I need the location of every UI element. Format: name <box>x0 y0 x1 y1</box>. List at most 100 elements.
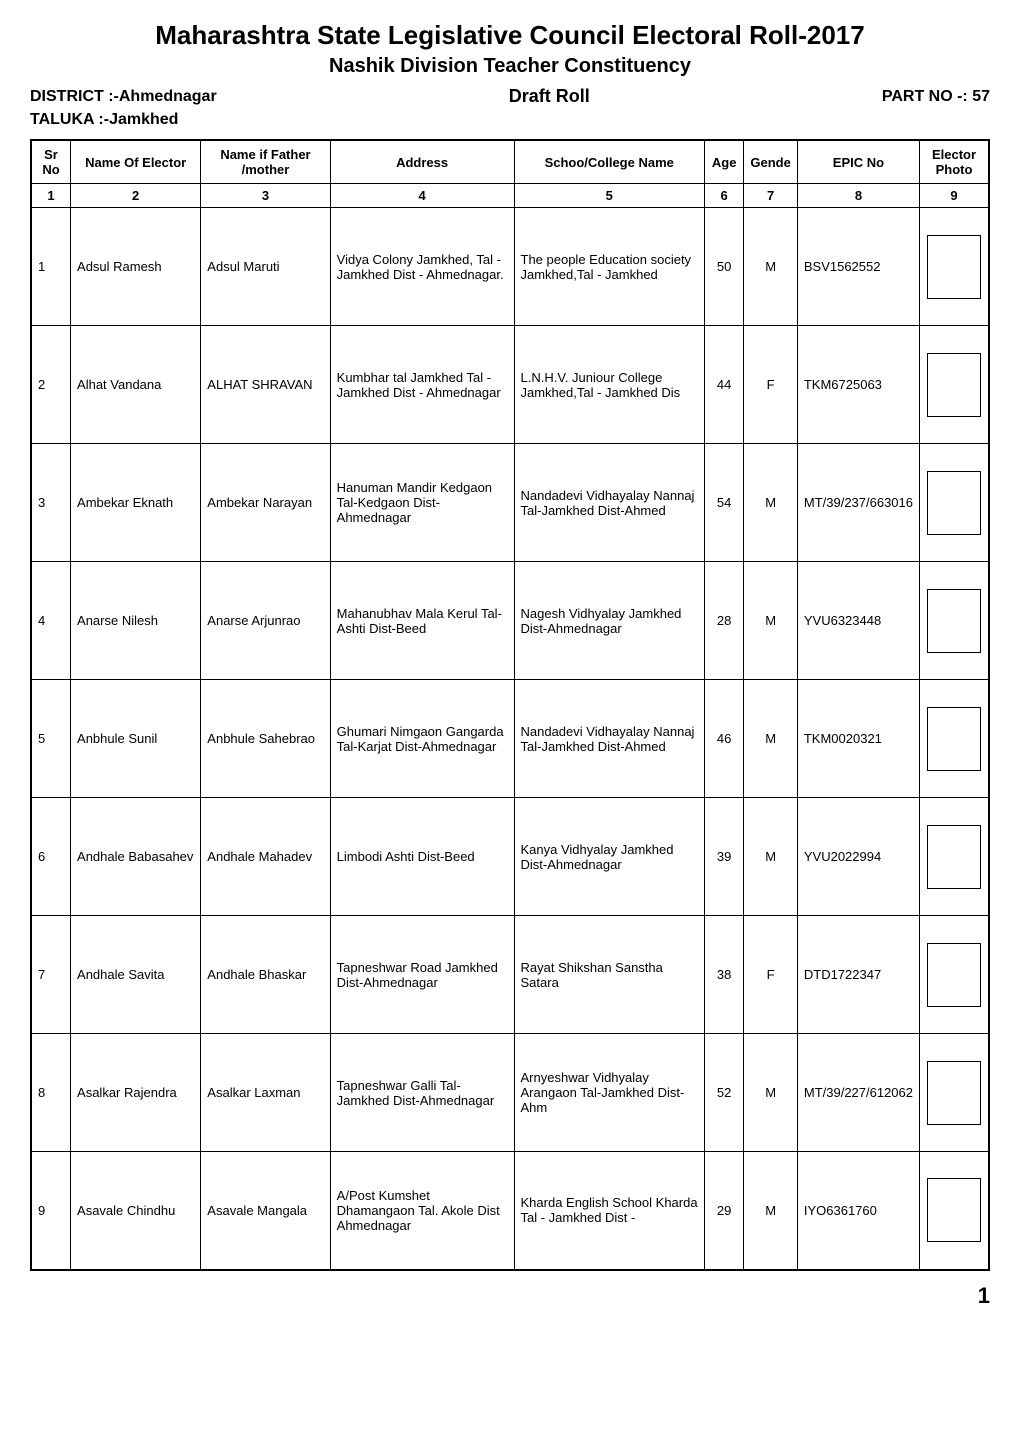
cell-gender: M <box>744 208 797 326</box>
cell-gender: M <box>744 444 797 562</box>
cell-school: Nandadevi Vidhayalay Nannaj Tal-Jamkhed … <box>514 444 704 562</box>
col-header-father: Name if Father /mother <box>201 140 330 184</box>
cell-age: 50 <box>704 208 743 326</box>
photo-placeholder <box>927 235 981 299</box>
photo-placeholder <box>927 943 981 1007</box>
cell-father: Asavale Mangala <box>201 1152 330 1270</box>
cell-father: Asalkar Laxman <box>201 1034 330 1152</box>
cell-srno: 8 <box>31 1034 71 1152</box>
cell-epic: YVU6323448 <box>797 562 919 680</box>
cell-gender: F <box>744 326 797 444</box>
cell-age: 38 <box>704 916 743 1034</box>
cell-gender: F <box>744 916 797 1034</box>
draft-roll-label: Draft Roll <box>217 86 882 107</box>
cell-name: Adsul Ramesh <box>71 208 201 326</box>
cell-school: L.N.H.V. Juniour College Jamkhed,Tal - J… <box>514 326 704 444</box>
photo-placeholder <box>927 589 981 653</box>
cell-name: Anbhule Sunil <box>71 680 201 798</box>
cell-school: Arnyeshwar Vidhyalay Arangaon Tal-Jamkhe… <box>514 1034 704 1152</box>
title-sub: Nashik Division Teacher Constituency <box>30 55 990 78</box>
cell-address: Tapneshwar Road Jamkhed Dist-Ahmednagar <box>330 916 514 1034</box>
col-header-name: Name Of Elector <box>71 140 201 184</box>
col-num-8: 8 <box>797 184 919 208</box>
cell-school: Kharda English School Kharda Tal - Jamkh… <box>514 1152 704 1270</box>
cell-school: Nandadevi Vidhayalay Nannaj Tal-Jamkhed … <box>514 680 704 798</box>
table-header-row: Sr No Name Of Elector Name if Father /mo… <box>31 140 989 184</box>
cell-epic: BSV1562552 <box>797 208 919 326</box>
cell-gender: M <box>744 680 797 798</box>
col-num-5: 5 <box>514 184 704 208</box>
cell-photo <box>920 798 990 916</box>
cell-age: 39 <box>704 798 743 916</box>
cell-address: A/Post Kumshet Dhamangaon Tal. Akole Dis… <box>330 1152 514 1270</box>
cell-srno: 4 <box>31 562 71 680</box>
cell-photo <box>920 1152 990 1270</box>
cell-epic: DTD1722347 <box>797 916 919 1034</box>
cell-address: Hanuman Mandir Kedgaon Tal-Kedgaon Dist-… <box>330 444 514 562</box>
cell-address: Kumbhar tal Jamkhed Tal - Jamkhed Dist -… <box>330 326 514 444</box>
cell-gender: M <box>744 1034 797 1152</box>
cell-photo <box>920 444 990 562</box>
col-header-epic: EPIC No <box>797 140 919 184</box>
cell-school: The people Education society Jamkhed,Tal… <box>514 208 704 326</box>
cell-photo <box>920 680 990 798</box>
col-num-3: 3 <box>201 184 330 208</box>
cell-srno: 9 <box>31 1152 71 1270</box>
col-num-2: 2 <box>71 184 201 208</box>
table-row: 5Anbhule SunilAnbhule SahebraoGhumari Ni… <box>31 680 989 798</box>
cell-father: Andhale Mahadev <box>201 798 330 916</box>
cell-address: Limbodi Ashti Dist-Beed <box>330 798 514 916</box>
photo-placeholder <box>927 707 981 771</box>
cell-age: 29 <box>704 1152 743 1270</box>
district-label: DISTRICT :-Ahmednagar <box>30 88 217 106</box>
photo-placeholder <box>927 353 981 417</box>
cell-srno: 1 <box>31 208 71 326</box>
electoral-roll-table: Sr No Name Of Elector Name if Father /mo… <box>30 139 990 1271</box>
cell-father: Anbhule Sahebrao <box>201 680 330 798</box>
page-number: 1 <box>30 1283 990 1309</box>
cell-photo <box>920 916 990 1034</box>
table-row: 8Asalkar RajendraAsalkar LaxmanTapneshwa… <box>31 1034 989 1152</box>
cell-epic: MT/39/237/663016 <box>797 444 919 562</box>
cell-name: Asavale Chindhu <box>71 1152 201 1270</box>
cell-epic: YVU2022994 <box>797 798 919 916</box>
table-row: 4Anarse NileshAnarse ArjunraoMahanubhav … <box>31 562 989 680</box>
table-row: 3Ambekar EknathAmbekar NarayanHanuman Ma… <box>31 444 989 562</box>
cell-srno: 3 <box>31 444 71 562</box>
col-num-1: 1 <box>31 184 71 208</box>
cell-father: ALHAT SHRAVAN <box>201 326 330 444</box>
col-header-school: Schoo/College Name <box>514 140 704 184</box>
cell-photo <box>920 1034 990 1152</box>
cell-age: 54 <box>704 444 743 562</box>
cell-father: Anarse Arjunrao <box>201 562 330 680</box>
col-num-6: 6 <box>704 184 743 208</box>
cell-age: 28 <box>704 562 743 680</box>
cell-father: Ambekar Narayan <box>201 444 330 562</box>
table-row: 6Andhale BabasahevAndhale MahadevLimbodi… <box>31 798 989 916</box>
col-header-gender: Gende <box>744 140 797 184</box>
cell-name: Ambekar Eknath <box>71 444 201 562</box>
col-header-age: Age <box>704 140 743 184</box>
col-num-7: 7 <box>744 184 797 208</box>
cell-epic: TKM0020321 <box>797 680 919 798</box>
cell-epic: IYO6361760 <box>797 1152 919 1270</box>
col-header-address: Address <box>330 140 514 184</box>
photo-placeholder <box>927 1178 981 1242</box>
cell-school: Kanya Vidhyalay Jamkhed Dist-Ahmednagar <box>514 798 704 916</box>
cell-srno: 6 <box>31 798 71 916</box>
cell-father: Andhale Bhaskar <box>201 916 330 1034</box>
cell-address: Ghumari Nimgaon Gangarda Tal-Karjat Dist… <box>330 680 514 798</box>
cell-srno: 7 <box>31 916 71 1034</box>
cell-father: Adsul Maruti <box>201 208 330 326</box>
table-row: 1Adsul RameshAdsul MarutiVidya Colony Ja… <box>31 208 989 326</box>
cell-name: Andhale Savita <box>71 916 201 1034</box>
col-header-photo: Elector Photo <box>920 140 990 184</box>
part-no-label: PART NO -: 57 <box>882 88 990 106</box>
cell-photo <box>920 562 990 680</box>
cell-address: Tapneshwar Galli Tal-Jamkhed Dist-Ahmedn… <box>330 1034 514 1152</box>
cell-epic: MT/39/227/612062 <box>797 1034 919 1152</box>
cell-address: Vidya Colony Jamkhed, Tal - Jamkhed Dist… <box>330 208 514 326</box>
table-number-row: 1 2 3 4 5 6 7 8 9 <box>31 184 989 208</box>
cell-age: 52 <box>704 1034 743 1152</box>
cell-school: Nagesh Vidhyalay Jamkhed Dist-Ahmednagar <box>514 562 704 680</box>
